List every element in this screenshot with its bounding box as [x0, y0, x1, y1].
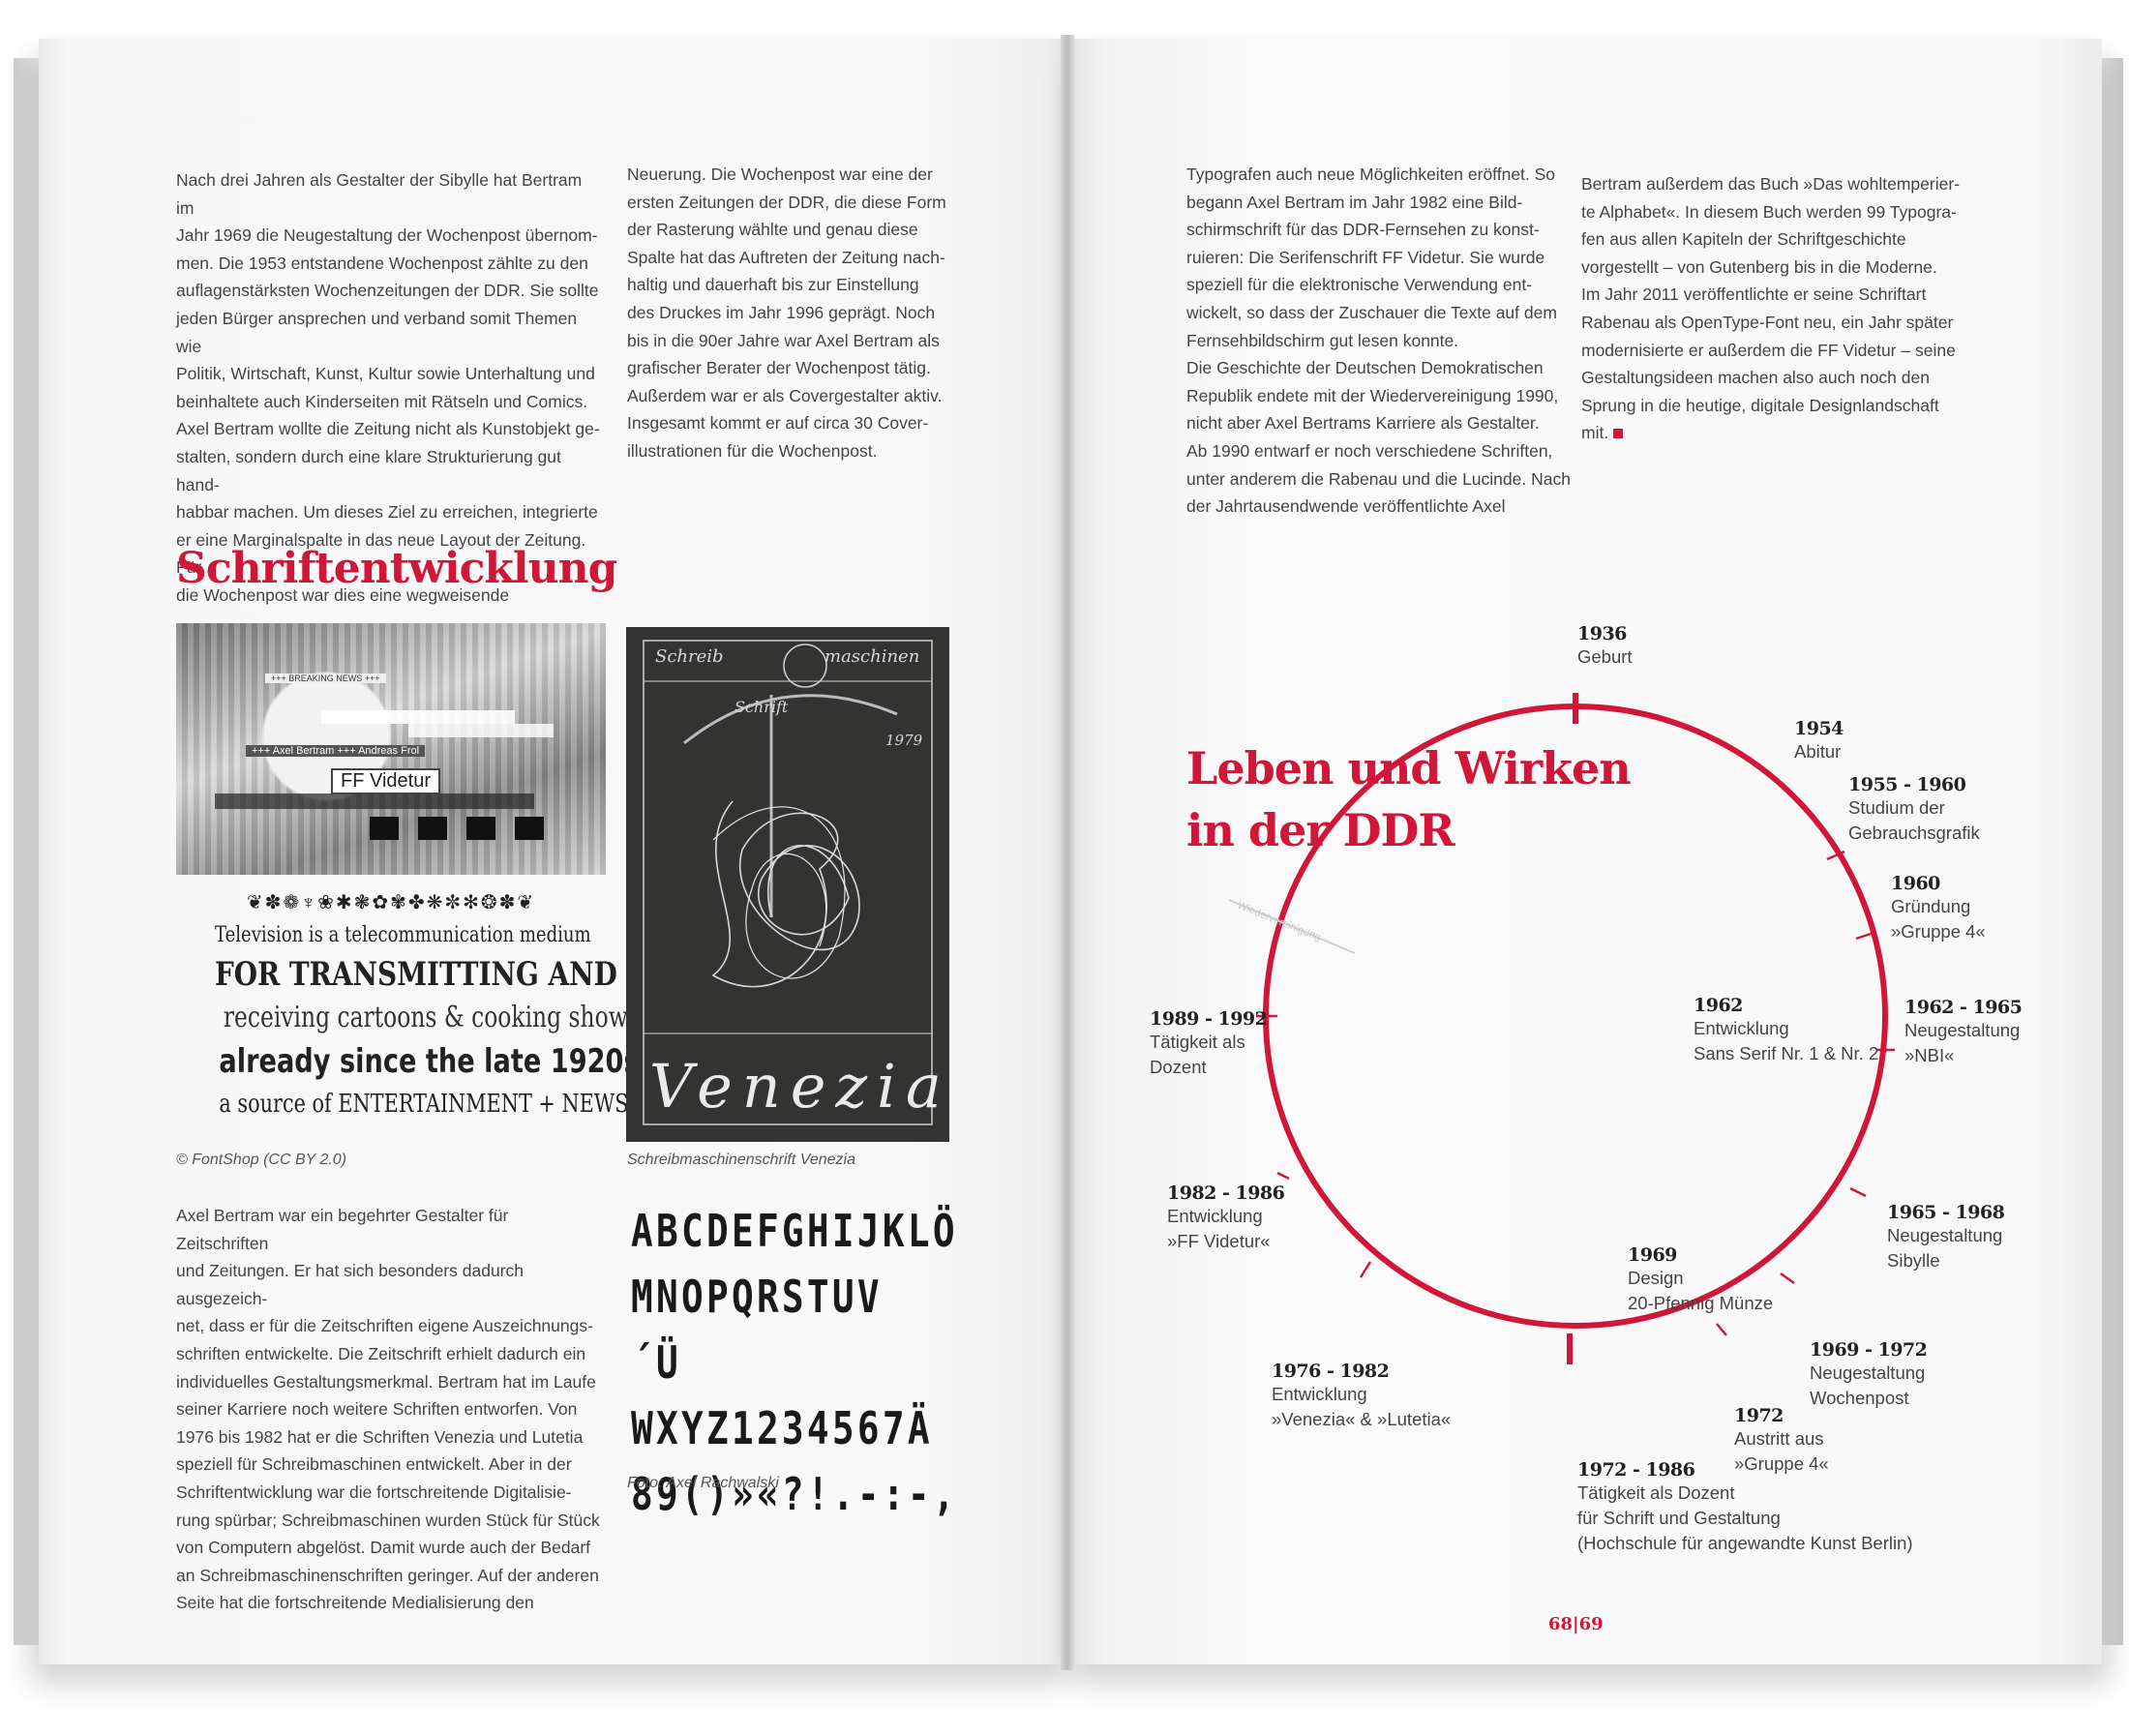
alphabet-row-1: ABCDEFGHIJKLÖ — [631, 1205, 958, 1257]
specimen-line-5: a source of ENTERTAINMENT + NEWS — [219, 1090, 629, 1119]
specimen-line-4: already since the late 1920s — [219, 1042, 640, 1081]
right-column1-text: Typografen auch neue Möglichkeiten eröff… — [1186, 165, 1571, 517]
reunification-marker — [1228, 899, 1356, 954]
timeline-1962: 1962 Entwicklung Sans Serif Nr. 1 & Nr. 2 — [1694, 995, 1879, 1063]
venezia-typewriter-image: Schreib maschinen Schrift 1979 Venezia — [626, 627, 949, 1142]
alphabet-row-2: MNOPQRSTUV´Ü — [631, 1271, 883, 1389]
venezia-year-text: 1979 — [885, 732, 923, 749]
timeline-1989-1992: 1989 - 1992 Tätigkeit als Dozent — [1150, 1008, 1268, 1077]
caption-photo: Foto: Axel Rachwalski — [627, 1475, 779, 1491]
timeline-1972-1986: 1972 - 1986 Tätigkeit als Dozent für Schr… — [1577, 1459, 1913, 1553]
timeline-1962-1965: 1962 - 1965 Neugestaltung »NBI« — [1904, 997, 2023, 1065]
venezia-schrift-text: Schrift — [735, 698, 789, 716]
timeline-1969: 1969 Design 20-Pfennig Münze — [1628, 1244, 1774, 1313]
left-column1-top-text: Nach drei Jahren als Gestalter der Sibyl… — [176, 170, 600, 605]
left-page-edge — [14, 58, 39, 1645]
caption-fontshop: © FontShop (CC BY 2.0) — [176, 1152, 347, 1168]
specimen-line-1: Television is a telecommunication medium — [214, 923, 591, 947]
timeline-1960: 1960 Gründung »Gruppe 4« — [1891, 873, 1986, 942]
ff-videtur-tv-image: +++ BREAKING NEWS +++ +++ Axel Bertram +… — [176, 623, 606, 875]
end-mark — [1613, 429, 1624, 439]
typewriter-alphabet-image: ABCDEFGHIJKLÖ MNOPQRSTUV´Ü WXYZ1234567Ä … — [631, 1198, 958, 1527]
byline-ticker-text: +++ Axel Bertram +++ Andreas Frol — [246, 745, 426, 757]
type-specimen: ❦✽❁♆❀✱❃✿✾✤❋✼✻❂✽❦ Television is a telecom… — [176, 890, 640, 1123]
timeline-1936: 1936 Geburt — [1577, 623, 1633, 667]
right-column2-text: Bertram außerdem das Buch »Das wohltempe… — [1581, 174, 1960, 443]
timeline-1969-1972: 1969 - 1972 Neugestaltung Wochenpost — [1810, 1339, 1928, 1408]
timeline-ticks — [1256, 771, 1895, 1336]
book-spine — [1061, 35, 1074, 1670]
specimen-line-2: FOR TRANSMITTING AND — [214, 955, 617, 994]
right-page — [1066, 39, 2102, 1664]
timeline-1982-1986: 1982 - 1986 Entwicklung »FF Videtur« — [1167, 1182, 1285, 1251]
ff-videtur-label: FF Videtur — [331, 768, 440, 794]
timeline-1976-1982: 1976 - 1982 Entwicklung »Venezia« & »Lute… — [1272, 1361, 1452, 1429]
timeline-1955-1960: 1955 - 1960 Studium der Gebrauchsgrafik — [1848, 774, 1980, 843]
caption-venezia: Schreibmaschinenschrift Venezia — [627, 1152, 855, 1168]
venezia-poster-graphic: Schreib maschinen Schrift 1979 Venezia — [643, 640, 949, 1125]
left-column2-top-text: Neuerung. Die Wochenpost war eine der er… — [627, 165, 946, 461]
section-heading-schriftentwicklung: Schriftentwicklung — [176, 544, 617, 593]
left-column1-bottom-text: Axel Bertram war ein begehrter Gestalter… — [176, 1206, 600, 1613]
timeline-1954: 1954 Abitur — [1794, 718, 1844, 762]
breaking-news-text: +++ BREAKING NEWS +++ — [265, 673, 386, 683]
specimen-line-3: receiving cartoons & cooking shows — [223, 1001, 640, 1034]
right-page-edge — [2102, 58, 2123, 1645]
ornament-row: ❦✽❁♆❀✱❃✿✾✤❋✼✻❂✽❦ — [246, 892, 536, 913]
page-numbers: 68|69 — [1548, 1614, 1604, 1634]
section-heading-leben-und-wirken: Leben und Wirken in der DDR — [1186, 737, 1632, 861]
heading-line-2: in der DDR — [1186, 804, 1455, 856]
venezia-maschinen-text: maschinen — [825, 646, 919, 667]
venezia-schreib-text: Schreib — [655, 646, 724, 667]
timeline-circle-graphic: Wiedervereinigung — [1228, 693, 1895, 1364]
timeline-1965-1968: 1965 - 1968 Neugestaltung Sibylle — [1887, 1202, 2005, 1271]
timeline-1972: 1972 Austritt aus »Gruppe 4« — [1734, 1405, 1829, 1474]
heading-line-1: Leben und Wirken — [1186, 742, 1632, 794]
alphabet-row-4: 89()»«?!.-:-, — [631, 1468, 958, 1520]
alphabet-row-3: WXYZ1234567Ä — [631, 1402, 933, 1454]
venezia-word-text: Venezia — [649, 1051, 949, 1122]
